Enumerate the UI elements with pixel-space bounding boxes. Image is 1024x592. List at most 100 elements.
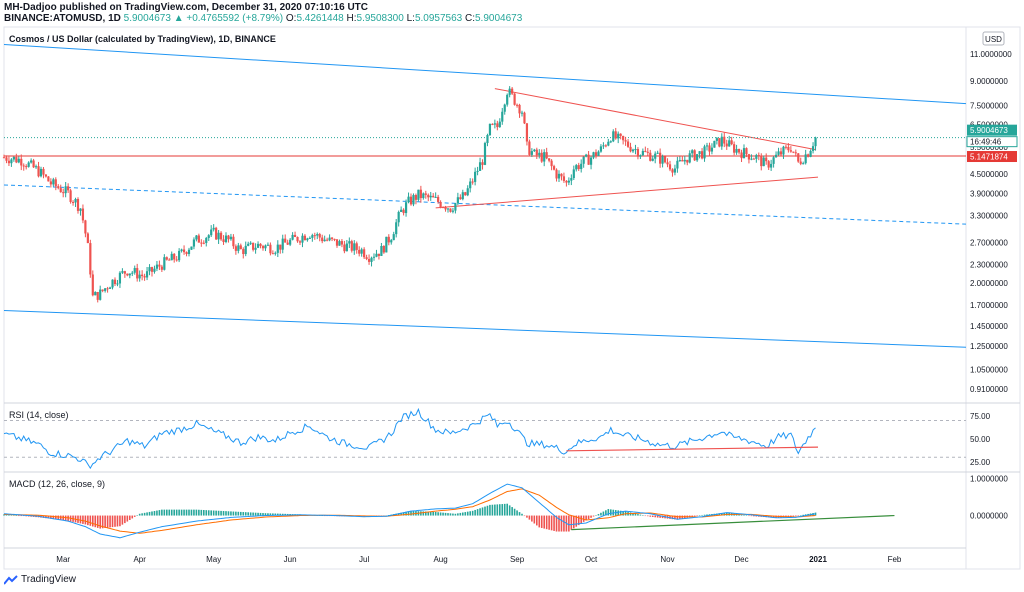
macd-histogram-bar [267, 513, 269, 516]
candle [429, 191, 432, 201]
candle [237, 242, 240, 254]
macd-histogram-bar [22, 515, 25, 517]
macd-histogram-bar [47, 515, 50, 519]
candle [483, 141, 487, 166]
currency-badge[interactable] [982, 31, 1005, 46]
candle-body [308, 237, 311, 239]
candle [89, 239, 92, 278]
macd-histogram-bar [279, 513, 282, 516]
tradingview-brand: TradingView [21, 574, 77, 585]
macd-histogram-bar [222, 511, 225, 516]
candle [449, 208, 452, 213]
candle-body [678, 160, 681, 162]
candle-body [256, 243, 260, 248]
macd-histogram-bar [183, 509, 185, 516]
macd-histogram-bar [745, 515, 748, 516]
candle-body [2, 157, 6, 159]
candle [64, 181, 67, 198]
candle [197, 233, 200, 243]
candle-body [498, 121, 501, 128]
candle [535, 147, 538, 159]
macd-histogram-bar [92, 515, 94, 527]
candle-body [190, 246, 193, 250]
candle [419, 185, 422, 203]
time-tick-label: May [206, 555, 221, 564]
candle-body [474, 171, 477, 182]
candle-body [752, 158, 755, 160]
macd-histogram-bar [501, 504, 504, 516]
candle [252, 242, 255, 252]
last-price-label: 5.9004673 [970, 126, 1008, 135]
macd-histogram-bar [486, 505, 489, 516]
candle-body [782, 146, 785, 155]
main-chart-title: Cosmos / US Dollar (calculated by Tradin… [9, 34, 276, 44]
macd-histogram-bar [476, 509, 479, 516]
candle-body [789, 150, 792, 152]
candle-body [123, 271, 126, 274]
macd-histogram-bar [545, 515, 548, 530]
price-tick-label: 11.0000000 [970, 50, 1012, 59]
macd-histogram-bar [220, 510, 222, 516]
macd-histogram-bar [96, 515, 99, 528]
candle-body [148, 267, 151, 272]
tradingview-logo[interactable]: TradingView [4, 574, 76, 585]
candle [116, 279, 119, 287]
candle-body [511, 88, 514, 94]
candle [74, 197, 77, 207]
candle-body [343, 244, 346, 252]
macd-histogram-bar [462, 512, 464, 516]
candle [397, 210, 400, 227]
candle [316, 232, 319, 240]
price-tick-label: 4.5000000 [970, 170, 1008, 179]
macd-histogram-bar [166, 509, 168, 516]
candle [474, 167, 477, 186]
macd-histogram-bar [59, 515, 62, 520]
candle-body [338, 241, 341, 246]
candle [382, 245, 385, 254]
time-tick-label: Mar [56, 555, 70, 564]
open-label: O: [285, 13, 297, 24]
macd-histogram-bar [205, 510, 208, 516]
macd-histogram-bar [249, 512, 252, 516]
candle-body [382, 245, 385, 253]
macd-histogram-bar [637, 514, 639, 516]
candle-body [409, 196, 413, 205]
candle-body [501, 111, 504, 122]
candle [496, 120, 499, 131]
candle-body [644, 150, 647, 152]
candle-body [111, 279, 114, 288]
candle [318, 232, 321, 242]
candle-body [760, 155, 763, 167]
candle [515, 103, 519, 108]
macd-histogram-bar [434, 511, 437, 516]
candle [311, 233, 314, 242]
candle-body [631, 149, 635, 152]
candle [481, 159, 484, 170]
candle-body [464, 192, 467, 196]
candle-body [217, 232, 220, 240]
candle [96, 291, 99, 303]
candle [239, 243, 242, 250]
candle [742, 144, 746, 159]
candle [683, 155, 686, 165]
macd-histogram-bar [99, 515, 101, 529]
macd-histogram-bar [464, 512, 467, 516]
candle-body [279, 244, 282, 250]
time-tick-label: Nov [660, 555, 674, 564]
candle [466, 185, 469, 197]
macd-histogram-bar [259, 512, 262, 516]
candle [528, 139, 531, 156]
candle [804, 149, 807, 165]
candle-body [486, 135, 489, 144]
macd-histogram-bar [513, 508, 516, 516]
macd-histogram-bar [116, 515, 119, 527]
macd-histogram-bar [553, 515, 555, 531]
macd-histogram-bar [20, 515, 23, 517]
candle [668, 160, 672, 172]
candle-body [582, 156, 585, 164]
candle [313, 232, 316, 240]
macd-histogram-bar [133, 515, 136, 517]
time-tick-label: Oct [585, 555, 598, 564]
macd-histogram-bar [175, 509, 178, 516]
